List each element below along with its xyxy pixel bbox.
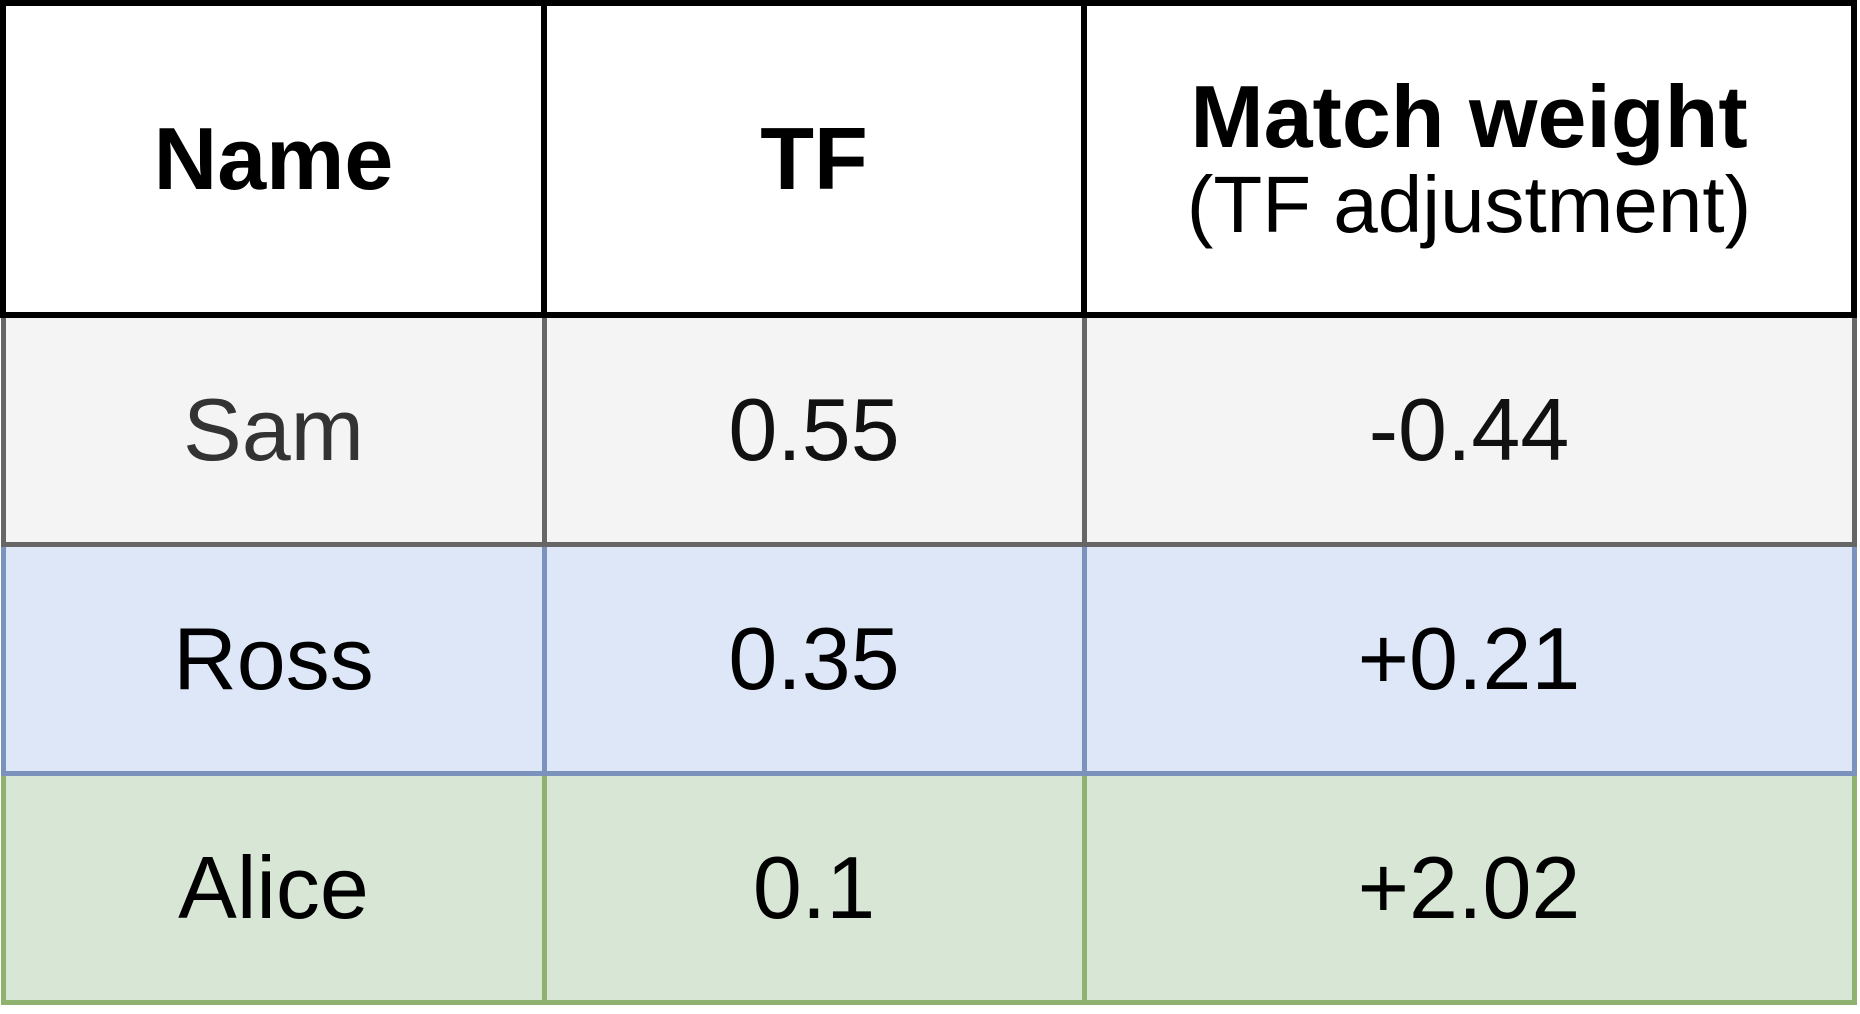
cell-name: Sam [0, 312, 547, 547]
header-match-weight-title: Match weight [1190, 66, 1748, 166]
cell-name: Ross [0, 542, 547, 776]
table-row-alice: Alice 0.1 +2.02 [0, 771, 1857, 1005]
table-row-sam: Sam 0.55 -0.44 [0, 312, 1857, 547]
cell-tf: 0.55 [541, 312, 1087, 547]
cell-tf: 0.35 [541, 542, 1087, 776]
cell-tf: 0.1 [541, 771, 1087, 1005]
cell-match-weight: -0.44 [1081, 312, 1857, 547]
table-row-ross: Ross 0.35 +0.21 [0, 542, 1857, 776]
header-row: Name TF Match weight (TF adjustment) [0, 0, 1857, 318]
header-tf: TF [541, 0, 1087, 318]
header-match-weight: Match weight (TF adjustment) [1081, 0, 1857, 318]
header-name: Name [0, 0, 547, 318]
cell-name: Alice [0, 771, 547, 1005]
cell-match-weight: +0.21 [1081, 542, 1857, 776]
cell-match-weight: +2.02 [1081, 771, 1857, 1005]
header-match-weight-subtitle: (TF adjustment) [1186, 160, 1752, 250]
